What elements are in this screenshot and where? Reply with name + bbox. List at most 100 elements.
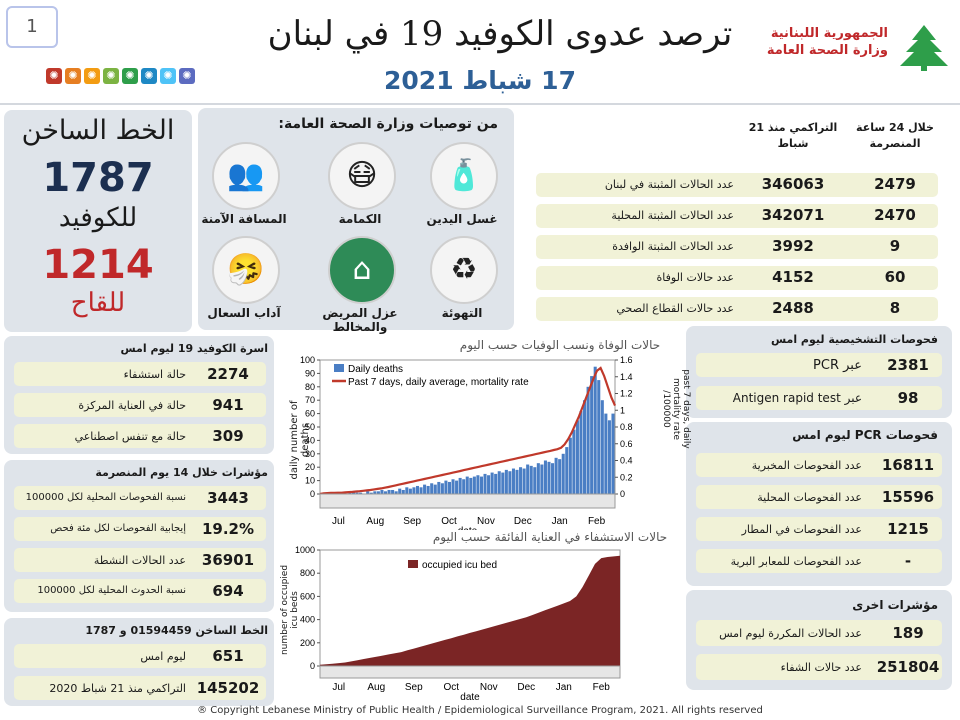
y2-tick-label: 0.8 (620, 422, 633, 432)
summary-row-bg (536, 204, 938, 228)
summary-row-cumulative: 342071 (761, 206, 825, 224)
footer-copyright: ® Copyright Lebanese Ministry of Public … (197, 705, 763, 716)
death-bar (398, 488, 402, 494)
deaths-chart: حالات الوفاة ونسب الوفيات حسب اليوم dail… (280, 334, 691, 530)
death-bar (483, 473, 487, 494)
death-bar (415, 485, 420, 494)
summary-row-label: عدد الحالات المثبتة الوافدة (612, 240, 734, 253)
y-tick-label: 400 (300, 615, 315, 625)
death-bar (423, 484, 427, 494)
pcr-label: عدد الفحوصات للمعابر البرية (730, 555, 862, 568)
diagnostic-value: 98 (897, 389, 919, 407)
death-bar (551, 463, 555, 494)
y-tick-label: 90 (305, 368, 315, 378)
death-bar (387, 489, 391, 494)
virus-icon: ✺ (160, 68, 176, 84)
summary-row-last24: 9 (889, 237, 901, 255)
row-bg (14, 517, 266, 541)
death-bar (529, 465, 533, 494)
isolation-icon: ⌂ (328, 236, 396, 304)
death-bar (497, 471, 501, 494)
death-bar (540, 464, 544, 494)
month-label: Feb (593, 682, 611, 693)
death-bar (366, 491, 370, 494)
deaths-chart-title: حالات الوفاة ونسب الوفيات حسب اليوم (459, 338, 661, 352)
row-bg (14, 393, 266, 417)
diagnostic-title: فحوصات التشخيصية ليوم امس (770, 333, 938, 346)
y-tick-label: 30 (305, 449, 315, 459)
summary-row-label: عدد الحالات المثبتة المحلية (611, 209, 734, 222)
icu-chart: حالات الاستشفاء في العناية الفائقة حسب ا… (280, 530, 680, 704)
hotline-calls-label: التراكمي منذ 21 شباط 2020 (49, 682, 186, 695)
death-bar (519, 467, 523, 494)
month-label: Oct (443, 682, 459, 693)
y2-tick-label: 0.6 (620, 439, 633, 449)
death-bar (590, 376, 594, 494)
death-bar (515, 469, 519, 494)
virus-icon: ✺ (141, 68, 157, 84)
indicator-value: 19.2% (201, 520, 255, 538)
hospital-label: حالة مع تنفس اصطناعي (74, 430, 186, 443)
death-bar (401, 489, 405, 494)
virus-icon: ✺ (84, 68, 100, 84)
mask-icon: 😷 (328, 142, 396, 210)
x-axis-label: date (458, 526, 478, 530)
death-bar (440, 483, 444, 494)
death-bar (376, 491, 380, 494)
death-bar (501, 472, 505, 494)
death-bar (561, 453, 565, 494)
recommendations-title: من توصيات وزارة الصحة العامة: (278, 116, 498, 132)
hotline-covid-label: للكوفيد (58, 203, 138, 233)
death-bar (394, 491, 398, 494)
death-bar (547, 461, 551, 494)
hotline-panel (4, 110, 192, 332)
month-label: Jul (332, 516, 345, 527)
indicator-value: 694 (212, 582, 244, 600)
death-bar (593, 366, 597, 494)
death-bar (383, 491, 388, 494)
diagnostic-value: 2381 (887, 356, 929, 374)
month-label: Nov (480, 682, 498, 693)
death-bar (451, 479, 455, 494)
death-bar (430, 483, 434, 494)
death-bar (565, 447, 569, 494)
month-label: Jul (332, 682, 345, 693)
month-label: Dec (517, 682, 535, 693)
row-bg (696, 453, 942, 477)
summary-row-label: عدد حالات الوفاة (656, 271, 734, 284)
death-bar (579, 410, 583, 494)
death-bar (536, 463, 540, 494)
hospital-label: حالة استشفاء (123, 368, 186, 381)
virus-icon: ✺ (103, 68, 119, 84)
hotline-calls-title: الخط الساخن 01594459 و 1787 (85, 624, 268, 637)
hotline-title: الخط الساخن (21, 115, 175, 146)
hospital-title: اسرة الكوفيد 19 ليوم امس (120, 342, 268, 355)
summary-row-bg (536, 173, 938, 197)
hospital-value: 309 (212, 427, 244, 445)
ministry-line1: الجمهورية اللبنانية (770, 26, 888, 41)
month-label: Aug (367, 682, 385, 693)
y-tick-label: 80 (305, 382, 315, 392)
row-bg (14, 579, 266, 603)
summary-row-last24: 2470 (874, 206, 916, 224)
y-tick-label: 1000 (295, 545, 315, 555)
page-title: ترصد عدوى الكوفيد 19 في لبنان (267, 14, 733, 54)
icu-area (320, 555, 620, 666)
virus-icon: ✺ (179, 68, 195, 84)
hotline-vaccine-label: للقاح (70, 288, 126, 318)
virus-icon: ✺ (65, 68, 81, 84)
y-tick-label: 50 (305, 422, 315, 432)
death-bar (465, 476, 469, 494)
virus-icon: ✺ (122, 68, 138, 84)
death-bar (359, 492, 363, 494)
death-bar (597, 380, 601, 494)
death-bar (380, 489, 384, 494)
hotline-vaccine-number: 1214 (42, 242, 154, 288)
death-bar (444, 480, 448, 494)
summary-col-24h: خلال 24 ساعة المنصرمة (856, 121, 934, 150)
death-bar (458, 477, 462, 494)
pcr-label: عدد الفحوصات في المطار (741, 523, 862, 536)
death-bar (543, 460, 547, 494)
death-bar (600, 400, 604, 494)
row-bg (14, 486, 266, 510)
